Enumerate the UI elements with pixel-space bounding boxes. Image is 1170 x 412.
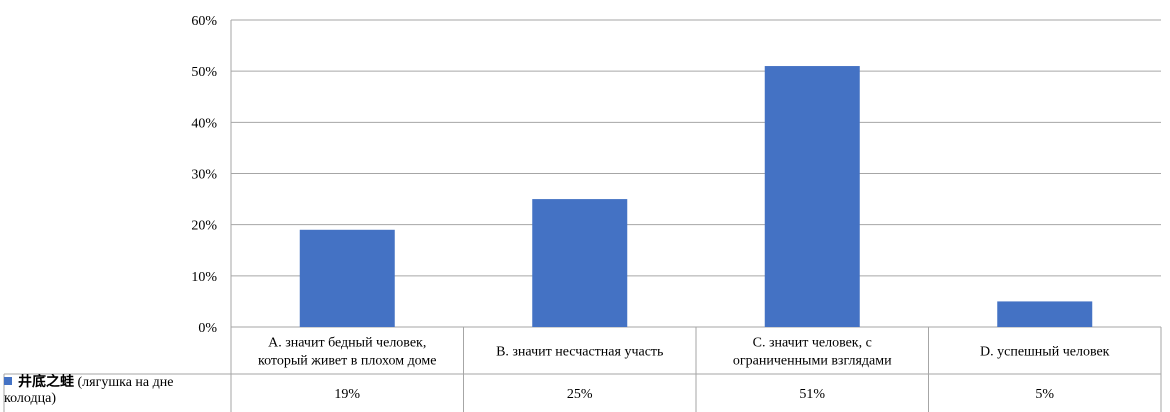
y-tick-label: 0%	[198, 321, 217, 336]
x-category-label: который живет в плохом доме	[258, 354, 437, 369]
y-tick-label: 50%	[191, 65, 217, 80]
bar	[997, 301, 1093, 327]
bar	[299, 229, 395, 327]
x-category-label: B. значит несчастная участь	[496, 345, 663, 360]
data-value-label: 5%	[1035, 387, 1054, 402]
data-value-label: 19%	[334, 387, 360, 402]
y-tick-label: 60%	[191, 14, 217, 29]
y-tick-label: 10%	[191, 270, 217, 285]
legend-series-name-cont: колодца)	[4, 391, 56, 406]
x-category-label: C. значит человек, с	[753, 336, 872, 351]
data-value-label: 25%	[567, 387, 593, 402]
legend-series-name: (лягушка на дне	[77, 375, 174, 390]
y-tick-label: 30%	[191, 168, 217, 183]
legend-entry: 井底之蛙 (лягушка на дне колодца)	[4, 374, 228, 412]
x-category-label: D. успешный человек	[980, 345, 1110, 360]
x-category-label: ограниченными взглядами	[733, 354, 892, 369]
legend-series-name-cjk: 井底之蛙	[18, 374, 74, 390]
data-value-label: 51%	[799, 387, 825, 402]
bar	[764, 66, 860, 328]
x-category-label: A. значит бедный человек,	[268, 336, 426, 351]
y-tick-label: 40%	[191, 116, 217, 131]
y-tick-label: 20%	[191, 219, 217, 234]
bar	[532, 199, 628, 327]
legend-key	[4, 377, 12, 385]
